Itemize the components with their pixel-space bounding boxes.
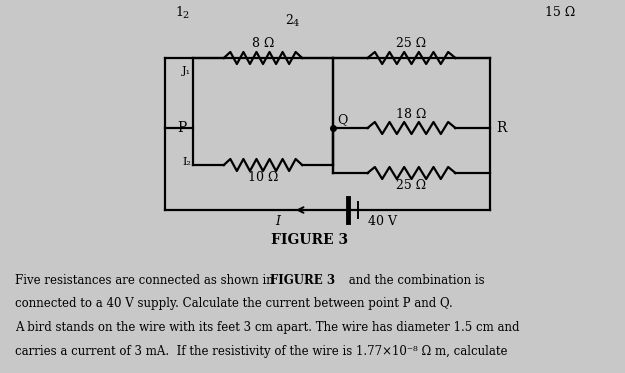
Text: 2: 2 <box>285 13 293 26</box>
Text: connected to a 40 V supply. Calculate the current between point P and Q.: connected to a 40 V supply. Calculate th… <box>15 297 452 310</box>
Text: P: P <box>177 121 187 135</box>
Text: A bird stands on the wire with its feet 3 cm apart. The wire has diameter 1.5 cm: A bird stands on the wire with its feet … <box>15 322 519 335</box>
Text: 25 Ω: 25 Ω <box>396 37 426 50</box>
Text: 4: 4 <box>293 19 299 28</box>
Text: 2: 2 <box>182 10 188 19</box>
Text: 8 Ω: 8 Ω <box>252 37 274 50</box>
Text: J₁: J₁ <box>182 66 191 76</box>
Text: 25 Ω: 25 Ω <box>396 179 426 192</box>
Text: FIGURE 3: FIGURE 3 <box>270 273 335 286</box>
Text: 18 Ω: 18 Ω <box>396 108 427 121</box>
Text: and the combination is: and the combination is <box>345 273 484 286</box>
Text: FIGURE 3: FIGURE 3 <box>271 233 349 247</box>
Text: 10 Ω: 10 Ω <box>248 171 278 184</box>
Text: 40 V: 40 V <box>368 215 397 228</box>
Text: 15 Ω: 15 Ω <box>545 6 575 19</box>
Text: I: I <box>276 215 281 228</box>
Text: I₂: I₂ <box>182 157 191 167</box>
Text: carries a current of 3 mA.  If the resistivity of the wire is 1.77×10⁻⁸ Ω m, cal: carries a current of 3 mA. If the resist… <box>15 345 508 358</box>
Text: R: R <box>496 121 506 135</box>
Text: Five resistances are connected as shown in: Five resistances are connected as shown … <box>15 273 278 286</box>
Text: 1: 1 <box>175 6 183 19</box>
Text: Q: Q <box>337 113 348 126</box>
